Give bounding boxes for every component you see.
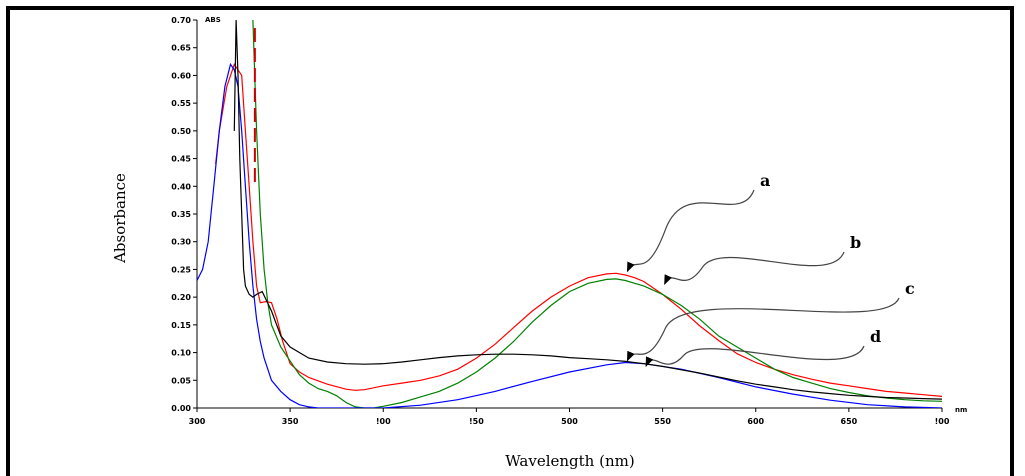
x-tick-label: 600 xyxy=(747,417,764,426)
figure-frame xyxy=(6,6,1014,476)
x-tick-label: 650 xyxy=(841,417,858,426)
annotation-label-c: c xyxy=(905,279,915,298)
axes: 0.00 0.05 0.10 0.15 0.20 0.25 0.30 0.35 0.40 0.45… xyxy=(171,16,950,426)
annotation-layer: a b c d xyxy=(626,171,915,368)
x-tick-label: !00 xyxy=(376,417,391,426)
annotation-arrow-a xyxy=(626,189,755,273)
series-line-2 xyxy=(252,20,942,408)
annotation-arrow-d xyxy=(645,345,865,368)
y-tick-label: 0.20 xyxy=(171,293,191,302)
x-unit-label: nm xyxy=(955,406,967,414)
annotation-label-a: a xyxy=(760,171,770,190)
series-line-4 xyxy=(233,20,942,400)
y-tick-label: 0.30 xyxy=(171,238,191,247)
series-layer xyxy=(197,20,942,408)
x-tick-label: !50 xyxy=(469,417,484,426)
annotation-label-b: b xyxy=(850,233,861,252)
y-tick-label: 0.70 xyxy=(171,16,191,25)
annotation-label-d: d xyxy=(870,327,881,346)
y-tick-label: 0.25 xyxy=(171,265,191,274)
y-tick-label: 0.60 xyxy=(171,71,191,80)
y-tick-label: 0.65 xyxy=(171,44,191,53)
y-unit-label: ABS xyxy=(205,16,221,24)
y-tick-label: 0.40 xyxy=(171,182,191,191)
x-tick-label: 350 xyxy=(282,417,299,426)
y-tick-label: 0.05 xyxy=(171,376,191,385)
y-tick-label: 0.55 xyxy=(171,99,191,108)
x-tick-label: 500 xyxy=(561,417,578,426)
x-axis-label: Wavelength (nm) xyxy=(505,452,634,470)
series-line-3 xyxy=(197,62,942,408)
y-tick-label: 0.35 xyxy=(171,210,191,219)
y-tick-label: 0.45 xyxy=(171,155,191,164)
annotation-arrow-c xyxy=(626,297,900,362)
y-tick-label: 0.10 xyxy=(171,349,191,358)
annotation-arrow-b xyxy=(664,251,845,285)
x-tick-label: !00 xyxy=(935,417,950,426)
x-tick-label: 300 xyxy=(189,417,206,426)
x-tick-label: 550 xyxy=(654,417,671,426)
y-axis-label: Absorbance xyxy=(111,173,129,264)
y-tick-label: 0.50 xyxy=(171,127,191,136)
series-line-1 xyxy=(215,62,942,397)
y-tick-label: 0.15 xyxy=(171,321,191,330)
y-tick-label: 0.00 xyxy=(171,404,191,413)
